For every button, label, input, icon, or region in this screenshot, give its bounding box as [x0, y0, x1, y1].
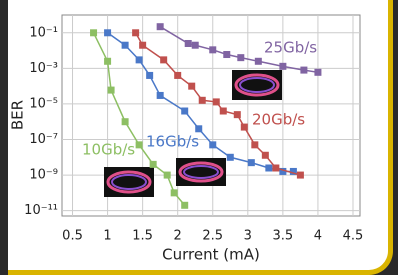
x-tick-label: 4.5: [343, 229, 364, 244]
data-point: [150, 161, 157, 168]
x-axis-label: Current (mA): [162, 246, 260, 264]
data-point: [139, 42, 146, 49]
data-point: [251, 141, 258, 148]
y-tick-label: 10⁻⁵: [29, 96, 58, 111]
data-point: [146, 72, 153, 79]
data-point: [164, 172, 171, 179]
data-point: [223, 51, 230, 58]
data-point: [300, 67, 307, 74]
x-tick-label: 2: [174, 229, 182, 244]
x-tick-label: 3: [244, 229, 252, 244]
data-point: [248, 159, 255, 166]
data-point: [160, 56, 167, 63]
data-point: [195, 125, 202, 132]
data-point: [174, 72, 181, 79]
y-axis-label: BER: [9, 100, 27, 130]
x-tick-label: 3.5: [273, 229, 294, 244]
page: {"chart_data": {"type": "line", "x_label…: [0, 0, 398, 275]
chart: BER Current (mA) 0.5 1 1.5 2 2.5 3 3.5 4 4.5 10⁻¹…: [0, 0, 398, 275]
data-point: [181, 108, 188, 115]
y-tick-label: 10⁻³: [29, 61, 58, 76]
x-tick-label: 1.5: [132, 229, 153, 244]
data-point: [108, 87, 115, 94]
y-tick-label: 10⁻¹: [29, 25, 58, 40]
data-point: [241, 124, 248, 131]
data-point: [104, 29, 111, 36]
x-tick-label: 1: [103, 229, 111, 244]
data-point: [188, 83, 195, 90]
data-point: [272, 164, 279, 171]
y-tick-label: 10⁻¹¹: [24, 203, 58, 218]
data-point: [213, 98, 220, 105]
data-point: [314, 69, 321, 76]
x-tick-label: 0.5: [62, 229, 83, 244]
data-point: [132, 29, 139, 36]
data-point: [255, 58, 262, 65]
y-tick-label: 10⁻⁹: [29, 168, 58, 183]
data-point: [122, 118, 129, 125]
series-label: 25Gb/s: [264, 39, 317, 57]
data-point: [185, 40, 192, 47]
x-tick-label: 2.5: [202, 229, 223, 244]
data-point: [279, 63, 286, 70]
data-point: [122, 42, 129, 49]
data-point: [157, 23, 164, 30]
data-point: [234, 111, 241, 118]
data-point: [90, 29, 97, 36]
data-point: [136, 141, 143, 148]
data-point: [209, 46, 216, 53]
data-point: [199, 97, 206, 104]
data-point: [157, 92, 164, 99]
data-point: [227, 154, 234, 161]
data-point: [220, 108, 227, 115]
y-tick-label: 10⁻⁷: [29, 132, 58, 147]
series-label: 20Gb/s: [252, 111, 305, 129]
data-point: [297, 172, 304, 179]
data-point: [171, 189, 178, 196]
data-point: [192, 42, 199, 49]
data-point: [262, 152, 269, 159]
data-point: [209, 141, 216, 148]
series-label: 10Gb/s: [82, 141, 135, 159]
data-point: [104, 58, 111, 65]
data-point: [265, 164, 272, 171]
series-label: 16Gb/s: [146, 133, 199, 151]
data-point: [181, 202, 188, 209]
data-point: [237, 54, 244, 61]
data-point: [136, 56, 143, 63]
x-tick-label: 4: [314, 229, 322, 244]
